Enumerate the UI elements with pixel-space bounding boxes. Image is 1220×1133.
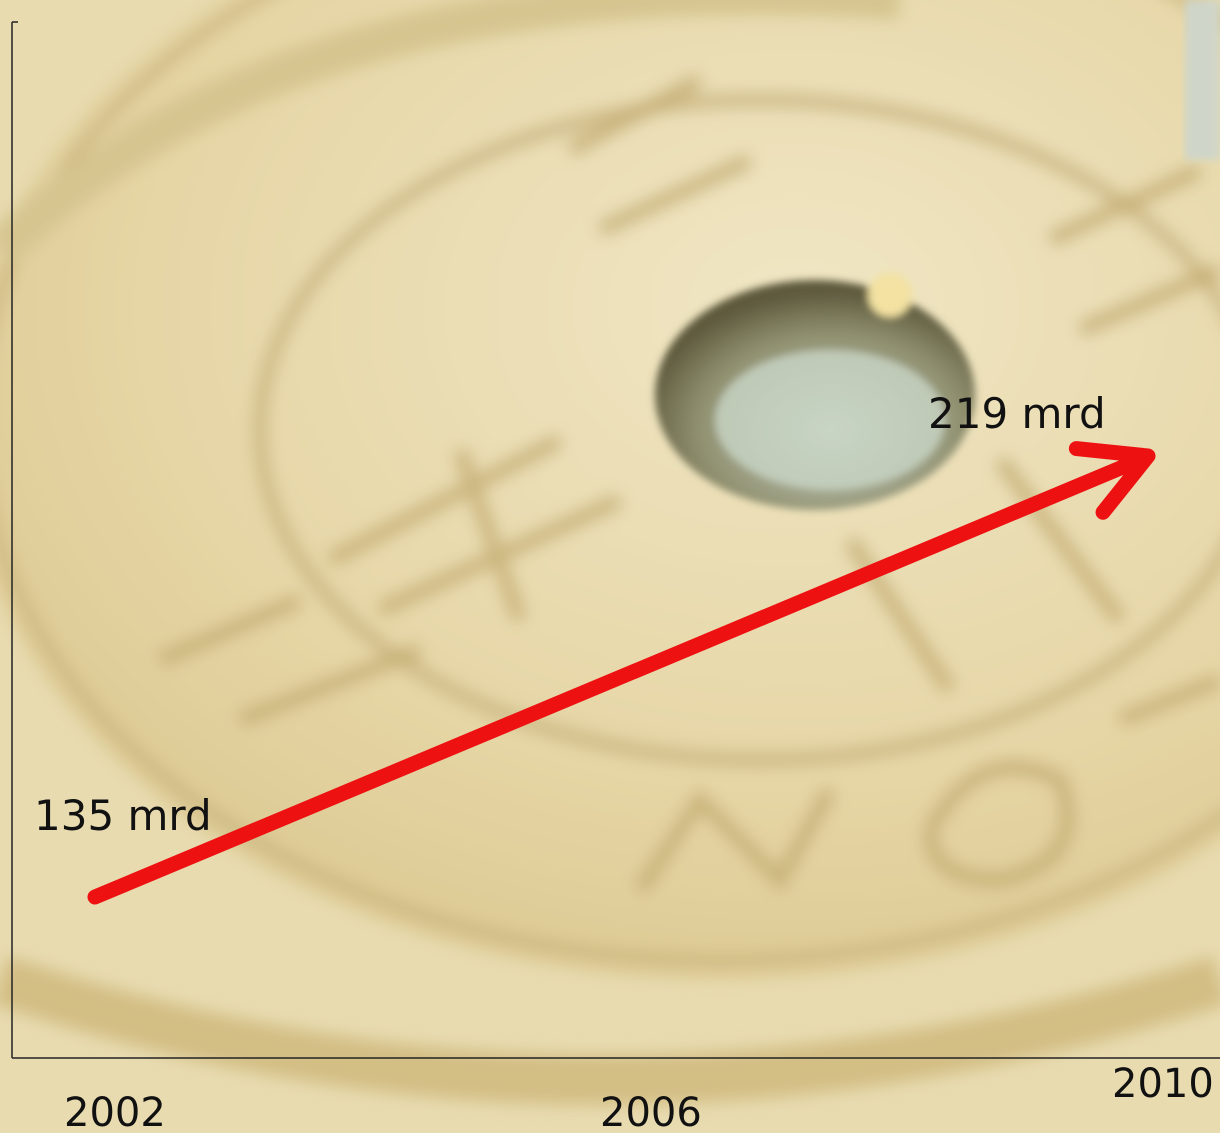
- arrow-shaft: [87, 451, 1150, 905]
- arrow-head: [1068, 441, 1156, 520]
- end-value-label: 219 mrd: [928, 389, 1106, 438]
- start-value-label: 135 mrd: [34, 791, 212, 840]
- x-tick-label-2006: 2006: [600, 1090, 702, 1133]
- growth-arrow: [87, 441, 1156, 905]
- x-tick-label-2002: 2002: [64, 1090, 166, 1133]
- x-tick-label-2010: 2010: [1112, 1061, 1214, 1107]
